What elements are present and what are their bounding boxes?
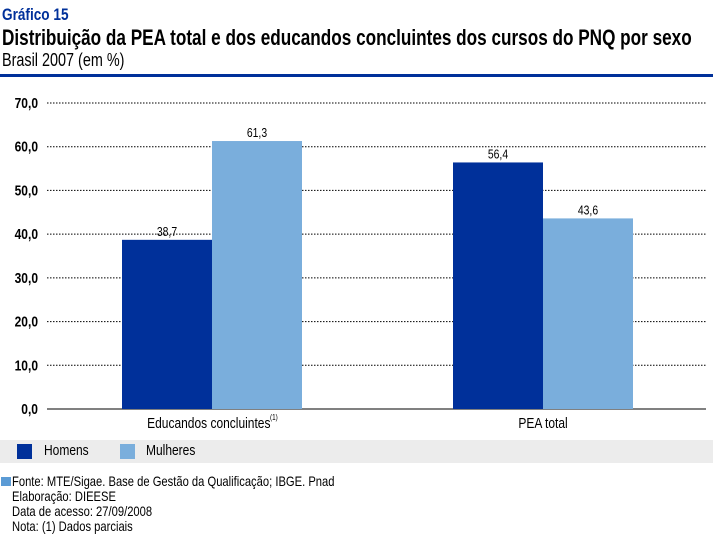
chart-subtitle: Brasil 2007 (em %): [2, 50, 125, 70]
source-marker-icon: [1, 477, 11, 486]
data-label: 56,4: [488, 147, 509, 161]
y-tick-label: 10,0: [15, 357, 38, 374]
title-rule: [0, 74, 713, 77]
bar-homens: [122, 239, 212, 409]
x-tick-footnote: (1): [270, 412, 278, 422]
y-tick-label: 40,0: [15, 226, 38, 243]
y-tick-label: 20,0: [15, 313, 38, 330]
bar-mulheres: [543, 218, 633, 409]
x-tick-label: PEA total: [518, 415, 567, 432]
legend-label-mulheres: Mulheres: [146, 442, 196, 459]
y-tick-label: 60,0: [15, 138, 38, 155]
x-tick-label: Educandos concluintes: [147, 415, 271, 432]
data-label: 38,7: [157, 225, 177, 239]
data-label: 61,3: [247, 126, 268, 140]
data-label: 43,6: [578, 203, 599, 217]
y-tick-label: 0,0: [21, 401, 38, 418]
y-tick-label: 50,0: [15, 182, 38, 199]
y-tick-label: 70,0: [15, 95, 38, 112]
partial-data-note: Nota: (1) Dados parciais: [12, 518, 133, 534]
footnotes: Fonte: MTE/Sigae. Base de Gestão da Qual…: [12, 474, 334, 534]
legend-swatch-homens: [17, 444, 32, 459]
bar-homens: [453, 162, 543, 409]
legend-swatch-mulheres: [120, 444, 135, 459]
source-note: Fonte: MTE/Sigae. Base de Gestão da Qual…: [12, 473, 335, 489]
figure-label: Gráfico 15: [2, 5, 69, 24]
chart-title: Distribuição da PEA total e dos educando…: [2, 25, 692, 50]
access-date-note: Data de acesso: 27/09/2008: [12, 503, 153, 519]
y-tick-label: 30,0: [15, 270, 38, 287]
elaboration-note: Elaboração: DIEESE: [12, 488, 116, 504]
bar-mulheres: [212, 141, 302, 409]
legend: Homens Mulheres: [0, 440, 713, 463]
legend-label-homens: Homens: [44, 442, 89, 459]
